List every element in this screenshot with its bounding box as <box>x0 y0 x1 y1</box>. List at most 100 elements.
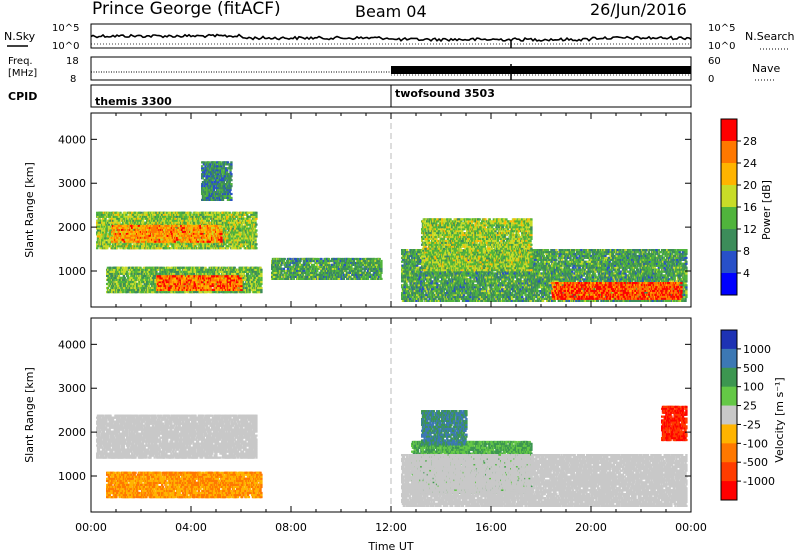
heat-cell <box>239 247 242 250</box>
heat-cell <box>150 223 153 226</box>
heat-cell <box>201 215 205 218</box>
heat-cell <box>131 211 134 214</box>
heat-cell <box>190 236 193 239</box>
heat-cell <box>118 236 121 239</box>
heat-cell <box>228 211 231 214</box>
heat-cell <box>108 239 111 242</box>
heat-cell <box>96 225 100 228</box>
heat-cell <box>220 219 223 222</box>
heat-cell <box>101 233 104 236</box>
heat-cell <box>131 215 135 218</box>
heat-cell <box>113 232 116 235</box>
freq-trace <box>91 64 691 80</box>
heat-cell <box>233 219 236 222</box>
heat-cell <box>182 221 186 224</box>
heat-cell <box>171 245 175 248</box>
heat-cell <box>179 223 182 226</box>
heat-cell <box>161 234 164 237</box>
heat-cell <box>211 219 214 222</box>
heat-cell <box>254 245 257 248</box>
heat-cell <box>236 223 240 226</box>
heat-cell <box>167 224 171 228</box>
heat-cell <box>161 245 165 248</box>
heat-cell <box>214 211 217 214</box>
heat-cell <box>123 215 126 218</box>
nsearch-label: N.Search <box>745 30 795 43</box>
heat-cell <box>226 239 229 242</box>
heat-cell <box>153 243 156 246</box>
heat-cell <box>130 224 133 228</box>
heat-cell <box>171 232 174 235</box>
heat-cell <box>196 240 200 243</box>
heat-cell <box>137 272 141 275</box>
heat-cell <box>131 232 134 235</box>
heat-cell <box>238 241 241 244</box>
heat-cell <box>221 237 225 240</box>
heat-cell <box>121 217 124 220</box>
heat-cell <box>216 223 219 226</box>
heat-cell <box>131 245 135 248</box>
heat-cell <box>220 240 223 243</box>
heat-cell <box>204 215 207 218</box>
heat-cell <box>226 247 230 250</box>
heat-cell <box>247 229 251 232</box>
heat-cell <box>241 223 244 226</box>
heat-cell <box>148 213 151 216</box>
heat-cell <box>176 272 180 275</box>
heat-cell <box>132 240 136 243</box>
heat-cell <box>216 213 219 216</box>
heat-cell <box>129 215 132 218</box>
heat-cell <box>102 213 106 216</box>
heat-cell <box>171 243 174 246</box>
heat-cell <box>195 215 198 218</box>
heat-cell <box>191 219 195 222</box>
heat-cell <box>249 219 252 222</box>
heat-cell <box>118 226 121 229</box>
heat-cell <box>209 243 212 246</box>
heat-cell <box>222 231 226 234</box>
heat-cell <box>255 213 258 216</box>
heat-cell <box>197 236 201 239</box>
heat-cell <box>126 238 130 241</box>
freq-panel: Freq. [MHz] 18 8 60 0 Nave <box>8 56 780 85</box>
heat-cell <box>101 221 105 224</box>
heat-cell <box>96 219 99 222</box>
heat-cell <box>234 235 237 238</box>
heat-cell <box>116 211 120 214</box>
heat-cell <box>135 219 138 222</box>
heat-cell <box>239 233 242 236</box>
heat-cell <box>123 221 126 224</box>
heat-cell <box>247 223 251 226</box>
heat-cell <box>208 245 211 248</box>
heat-cell <box>196 221 200 224</box>
heat-cell <box>240 225 243 228</box>
heat-cell <box>125 213 128 216</box>
heat-cell <box>171 230 175 233</box>
heat-cell <box>193 243 196 246</box>
heat-cell <box>122 274 126 277</box>
heat-cell <box>202 217 206 220</box>
heat-cell <box>233 221 236 224</box>
heat-cell <box>116 217 120 220</box>
heat-cell <box>136 217 140 220</box>
heat-cell <box>181 234 184 237</box>
heat-cell <box>106 286 110 290</box>
heat-cell <box>204 247 207 250</box>
heat-cell <box>160 224 163 228</box>
heat-cell <box>121 221 125 224</box>
heat-cell <box>106 241 109 244</box>
heat-cell <box>236 211 239 214</box>
heat-cell <box>237 221 241 224</box>
heat-cell <box>155 221 158 224</box>
heat-cell <box>113 219 116 222</box>
heat-cell <box>196 211 200 214</box>
heat-cell <box>178 238 181 241</box>
heat-cell <box>124 236 127 239</box>
heat-cell <box>195 211 198 214</box>
heat-cell <box>183 230 186 233</box>
heat-cell <box>136 230 140 233</box>
heat-cell <box>218 226 221 229</box>
heat-cell <box>177 245 181 248</box>
heat-cell <box>156 268 160 271</box>
heat-cell <box>136 228 140 231</box>
